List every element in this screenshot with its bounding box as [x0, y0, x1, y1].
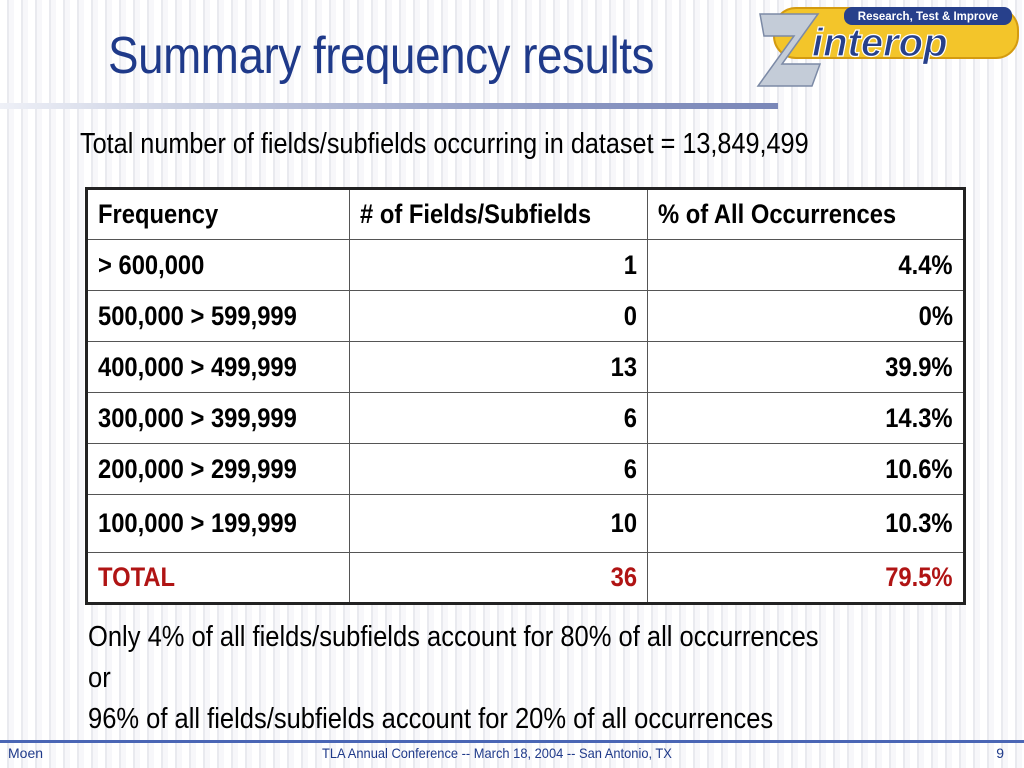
table-total-row: TOTAL 36 79.5%: [85, 552, 965, 604]
count-cell: 10: [349, 494, 649, 553]
note-line: 96% of all fields/subfields account for …: [88, 703, 774, 735]
header-field-count: # of Fields/Subfields: [349, 188, 649, 240]
logo-tagline: Research, Test & Improve: [858, 11, 998, 23]
count-cell: 0: [349, 290, 649, 342]
count-cell: 6: [349, 443, 649, 495]
percent-cell: 39.9%: [647, 341, 965, 393]
note-line: or: [88, 662, 111, 694]
header-frequency: Frequency: [85, 188, 351, 240]
count-cell: 1: [349, 239, 649, 291]
percent-cell: 4.4%: [647, 239, 965, 291]
frequency-cell: 200,000 > 299,999: [85, 443, 351, 495]
title-underline: [0, 103, 778, 109]
frequency-cell: 100,000 > 199,999: [85, 494, 351, 553]
conclusion-notes: Only 4% of all fields/subfields account …: [88, 617, 819, 740]
note-line: Only 4% of all fields/subfields account …: [88, 621, 819, 653]
frequency-cell: > 600,000: [85, 239, 351, 291]
footer-event: TLA Annual Conference -- March 18, 2004 …: [322, 745, 672, 761]
total-percent: 79.5%: [647, 552, 965, 604]
percent-cell: 10.6%: [647, 443, 965, 495]
frequency-cell: 500,000 > 599,999: [85, 290, 351, 342]
percent-cell: 14.3%: [647, 392, 965, 444]
footer-author: Moen: [8, 745, 44, 761]
table-row: 400,000 > 499,999 13 39.9%: [85, 341, 965, 393]
interop-logo: Research, Test & Improve interop: [756, 7, 1019, 87]
svg-text:interop: interop: [812, 21, 948, 65]
header-percent: % of All Occurrences: [647, 188, 965, 240]
table-header-row: Frequency # of Fields/Subfields % of All…: [85, 188, 965, 240]
dataset-total-summary: Total number of fields/subfields occurri…: [80, 128, 809, 160]
slide-title: Summary frequency results: [108, 27, 654, 85]
table-row: 100,000 > 199,999 10 10.3%: [85, 494, 965, 553]
frequency-cell: 300,000 > 399,999: [85, 392, 351, 444]
table-row: 200,000 > 299,999 6 10.6%: [85, 443, 965, 495]
count-cell: 6: [349, 392, 649, 444]
count-cell: 13: [349, 341, 649, 393]
table-row: > 600,000 1 4.4%: [85, 239, 965, 291]
frequency-table: Frequency # of Fields/Subfields % of All…: [85, 187, 966, 605]
percent-cell: 10.3%: [647, 494, 965, 553]
total-label: TOTAL: [85, 552, 351, 604]
frequency-cell: 400,000 > 499,999: [85, 341, 351, 393]
percent-cell: 0%: [647, 290, 965, 342]
slide-number: 9: [996, 745, 1004, 761]
table-row: 500,000 > 599,999 0 0%: [85, 290, 965, 342]
total-count: 36: [349, 552, 649, 604]
footer-divider: [0, 740, 1024, 743]
table-row: 300,000 > 399,999 6 14.3%: [85, 392, 965, 444]
